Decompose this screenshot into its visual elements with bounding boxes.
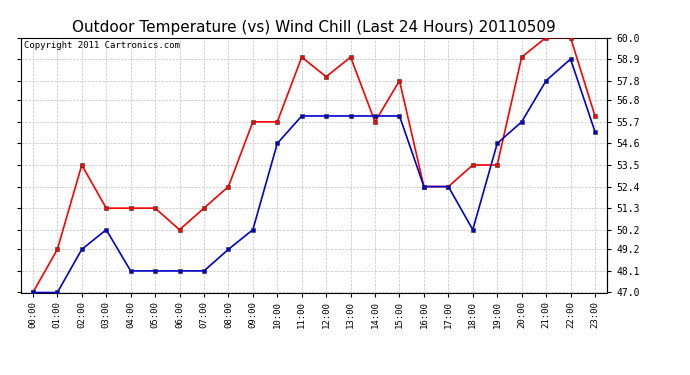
Title: Outdoor Temperature (vs) Wind Chill (Last 24 Hours) 20110509: Outdoor Temperature (vs) Wind Chill (Las…: [72, 20, 556, 35]
Text: Copyright 2011 Cartronics.com: Copyright 2011 Cartronics.com: [23, 41, 179, 50]
